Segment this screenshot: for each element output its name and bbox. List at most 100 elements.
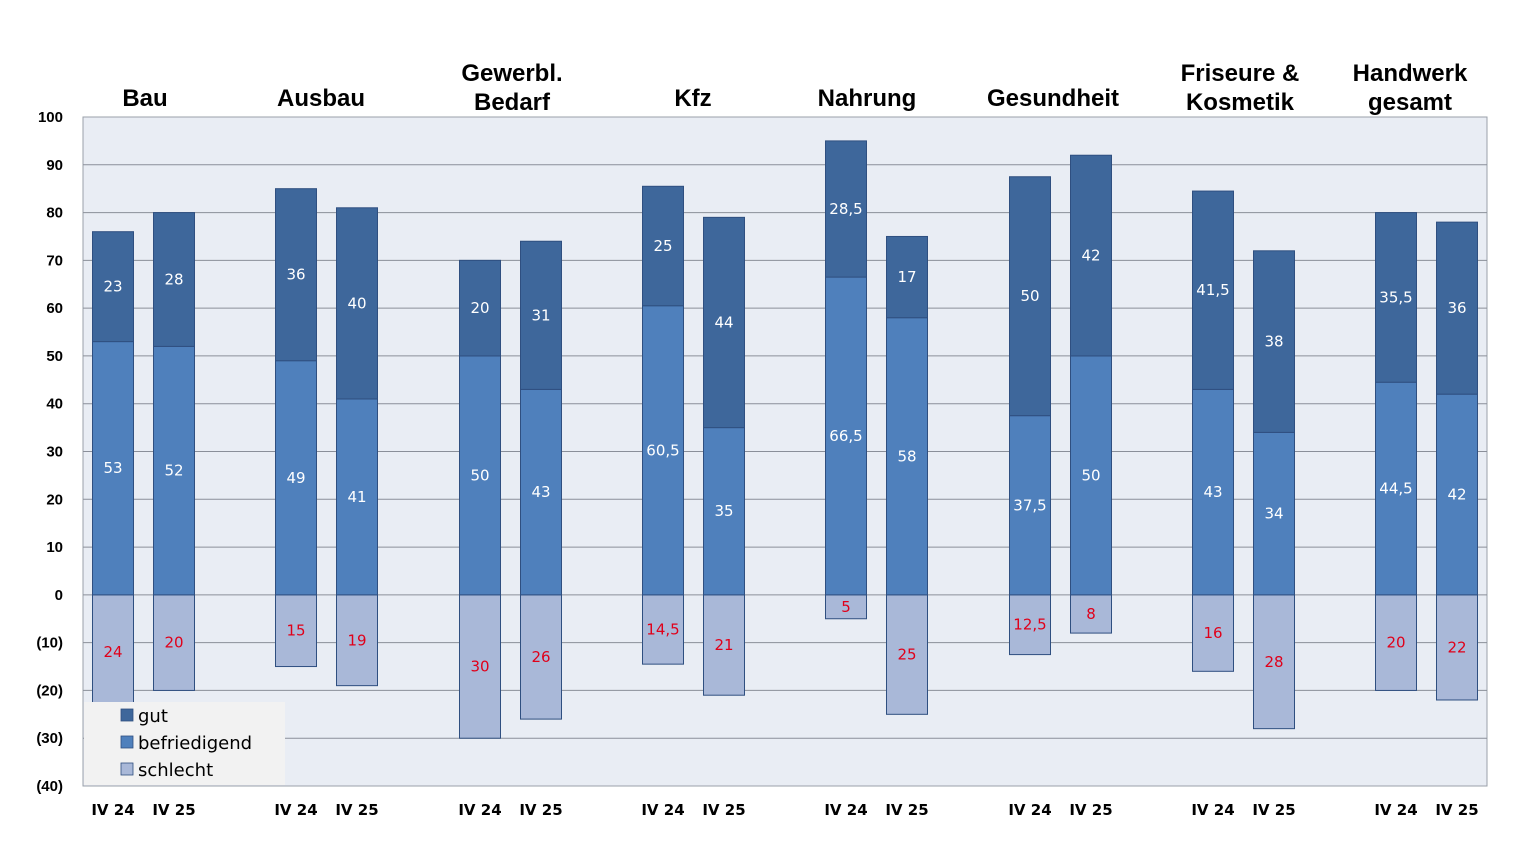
- x-tick-label: IV 25: [519, 801, 562, 819]
- data-label-gut: 31: [531, 306, 550, 324]
- bar-schlecht: [1192, 594, 1234, 672]
- bar-schlecht: [703, 594, 745, 696]
- data-label-gut: 17: [897, 268, 916, 286]
- bar-schlecht: [459, 594, 501, 739]
- bar-befriedigend: [520, 388, 562, 596]
- data-label-gut: 20: [470, 299, 489, 317]
- data-label-schlecht: 28: [1264, 653, 1283, 671]
- y-tick-label: (10): [36, 635, 63, 652]
- x-tick-label: IV 25: [702, 801, 745, 819]
- bar-gut: [275, 188, 317, 362]
- bar-befriedigend: [92, 341, 134, 596]
- data-label-gut: 42: [1081, 247, 1100, 265]
- x-tick-label: IV 25: [1252, 801, 1295, 819]
- legend-label-befriedigend: befriedigend: [138, 733, 252, 754]
- legend-swatch-gut: [120, 708, 134, 722]
- data-label-gut: 41,5: [1196, 281, 1229, 299]
- data-label-befriedigend: 42: [1447, 486, 1466, 504]
- bar-gut: [886, 235, 928, 319]
- data-label-schlecht: 22: [1447, 638, 1466, 656]
- x-tick-label: IV 24: [458, 801, 501, 819]
- x-tick-label: IV 25: [335, 801, 378, 819]
- bar-gut: [1192, 190, 1234, 390]
- legend-swatch-befriedigend: [120, 735, 134, 749]
- data-label-befriedigend: 35: [714, 502, 733, 520]
- data-label-befriedigend: 60,5: [646, 441, 679, 459]
- y-tick-label: 0: [55, 587, 63, 604]
- x-tick-label: IV 24: [824, 801, 867, 819]
- legend: [84, 702, 285, 785]
- data-label-gut: 28: [164, 270, 183, 288]
- bar-befriedigend: [642, 305, 684, 596]
- bar-gut: [703, 216, 745, 429]
- bar-befriedigend: [1070, 355, 1112, 596]
- category-title: Nahrung: [818, 85, 917, 112]
- category-title: Bau: [122, 85, 167, 112]
- bar-gut: [92, 231, 134, 343]
- bar-schlecht: [642, 594, 684, 665]
- x-tick-label: IV 24: [1191, 801, 1234, 819]
- data-label-schlecht: 21: [714, 636, 733, 654]
- bar-befriedigend: [1253, 431, 1295, 596]
- bar-befriedigend: [275, 360, 317, 596]
- bar-schlecht: [520, 594, 562, 720]
- bar-gut: [1070, 154, 1112, 357]
- bar-gut: [825, 140, 867, 278]
- bar-gut: [336, 207, 378, 400]
- bar-gut: [1436, 221, 1478, 395]
- bar-befriedigend: [336, 398, 378, 596]
- bar-befriedigend: [459, 355, 501, 596]
- y-tick-label: (20): [36, 682, 63, 699]
- data-label-gut: 35,5: [1379, 288, 1412, 306]
- x-tick-label: IV 25: [1435, 801, 1478, 819]
- x-tick-label: IV 25: [885, 801, 928, 819]
- y-tick-label: 10: [46, 539, 63, 556]
- bar-befriedigend: [1436, 393, 1478, 596]
- bar-befriedigend: [703, 427, 745, 596]
- bar-gut: [1253, 250, 1295, 433]
- bar-befriedigend: [886, 317, 928, 596]
- data-label-schlecht: 5: [841, 598, 851, 616]
- y-tick-label: 60: [46, 300, 63, 317]
- category-title: Kfz: [674, 85, 711, 112]
- data-label-gut: 36: [286, 266, 305, 284]
- y-tick-label: 70: [46, 252, 63, 269]
- data-label-schlecht: 25: [897, 646, 916, 664]
- data-label-gut: 25: [653, 237, 672, 255]
- category-title: Gewerbl.: [461, 60, 562, 87]
- x-tick-label: IV 25: [1069, 801, 1112, 819]
- y-tick-label: 90: [46, 157, 63, 174]
- y-tick-label: (30): [36, 730, 63, 747]
- data-label-schlecht: 8: [1086, 605, 1096, 623]
- data-label-schlecht: 24: [103, 643, 122, 661]
- bar-gut: [642, 185, 684, 307]
- bar-schlecht: [1253, 594, 1295, 730]
- category-title: Kosmetik: [1186, 89, 1295, 116]
- bar-schlecht: [153, 594, 195, 691]
- category-title: gesamt: [1368, 89, 1452, 116]
- bar-befriedigend: [1009, 415, 1051, 596]
- legend-label-gut: gut: [138, 706, 168, 727]
- bar-gut: [1375, 212, 1417, 383]
- data-label-befriedigend: 50: [1081, 466, 1100, 484]
- data-label-schlecht: 12,5: [1013, 616, 1046, 634]
- bar-befriedigend: [1375, 381, 1417, 596]
- category-title: Gesundheit: [987, 85, 1119, 112]
- data-label-befriedigend: 49: [286, 469, 305, 487]
- bar-schlecht: [275, 594, 317, 668]
- data-label-befriedigend: 66,5: [829, 427, 862, 445]
- data-label-schlecht: 26: [531, 648, 550, 666]
- bar-gut: [459, 259, 501, 357]
- legend-label-schlecht: schlecht: [138, 760, 213, 781]
- data-label-gut: 44: [714, 313, 733, 331]
- bar-gut: [1009, 176, 1051, 417]
- data-label-gut: 38: [1264, 333, 1283, 351]
- data-label-schlecht: 14,5: [646, 621, 679, 639]
- data-label-schlecht: 30: [470, 658, 489, 676]
- category-title: Friseure &: [1181, 60, 1300, 87]
- data-label-befriedigend: 43: [531, 483, 550, 501]
- data-label-schlecht: 16: [1203, 624, 1222, 642]
- data-label-gut: 28,5: [829, 200, 862, 218]
- y-tick-label: 20: [46, 491, 63, 508]
